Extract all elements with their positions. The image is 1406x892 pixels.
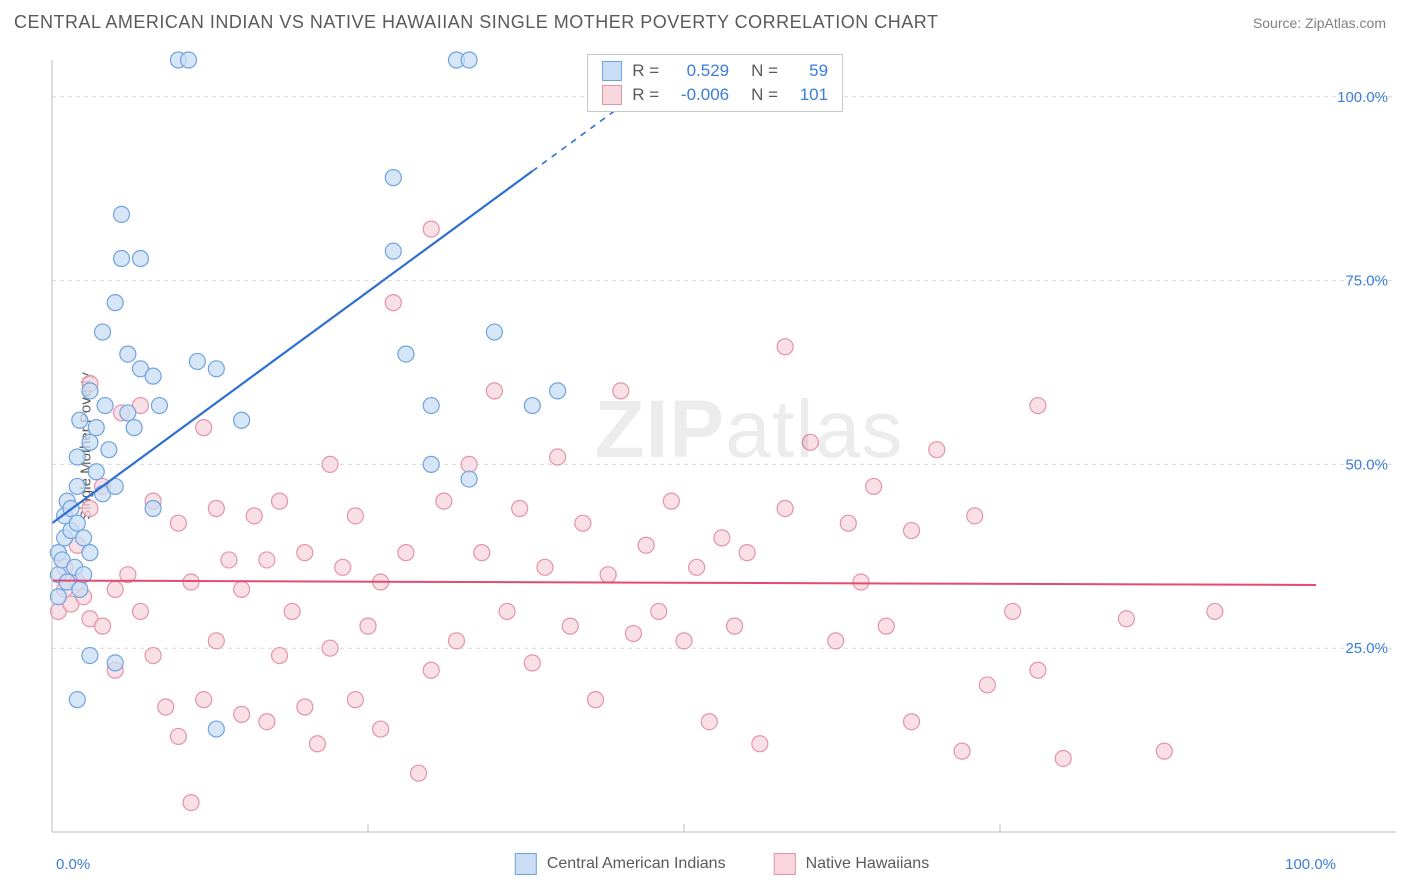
- chart-header: CENTRAL AMERICAN INDIAN VS NATIVE HAWAII…: [0, 0, 1406, 41]
- stat-n-label: N =: [751, 85, 778, 105]
- svg-text:100.0%: 100.0%: [1337, 89, 1388, 106]
- x-axis-min-label: 0.0%: [56, 856, 90, 873]
- legend-swatch: [602, 85, 622, 105]
- legend-item: Native Hawaiians: [774, 853, 930, 875]
- legend-swatch: [515, 853, 537, 875]
- svg-text:25.0%: 25.0%: [1345, 640, 1388, 657]
- stat-n-label: N =: [751, 61, 778, 81]
- legend-label: Native Hawaiians: [806, 855, 930, 873]
- legend-swatch: [774, 853, 796, 875]
- chart-title: CENTRAL AMERICAN INDIAN VS NATIVE HAWAII…: [14, 12, 938, 33]
- chart-area: ZIPatlas 25.0%50.0%75.0%100.0% R =0.529N…: [48, 50, 1396, 842]
- stat-n-value: 101: [788, 85, 828, 105]
- svg-text:75.0%: 75.0%: [1345, 273, 1388, 290]
- x-axis-max-label: 100.0%: [1285, 856, 1336, 873]
- legend-item: Central American Indians: [515, 853, 726, 875]
- stat-r-label: R =: [632, 61, 659, 81]
- legend-label: Central American Indians: [547, 855, 726, 873]
- stats-row: R = 0.529 N = 59: [588, 59, 842, 83]
- stats-box: R = 0.529 N = 59 R = -0.006 N = 101: [587, 54, 843, 112]
- stat-r-label: R =: [632, 85, 659, 105]
- footer-legend: Central American Indians Native Hawaiians: [515, 853, 929, 875]
- stat-n-value: 59: [788, 61, 828, 81]
- stats-row: R = -0.006 N = 101: [588, 83, 842, 107]
- x-axis-row: 0.0% Central American Indians Native Hawa…: [48, 846, 1396, 882]
- svg-text:50.0%: 50.0%: [1345, 456, 1388, 473]
- chart-source: Source: ZipAtlas.com: [1253, 15, 1386, 31]
- stat-r-value: -0.006: [669, 85, 729, 105]
- legend-swatch: [602, 61, 622, 81]
- scatter-plot: 25.0% 50.0% 75.0% 100.0%: [48, 50, 1396, 842]
- stat-r-value: 0.529: [669, 61, 729, 81]
